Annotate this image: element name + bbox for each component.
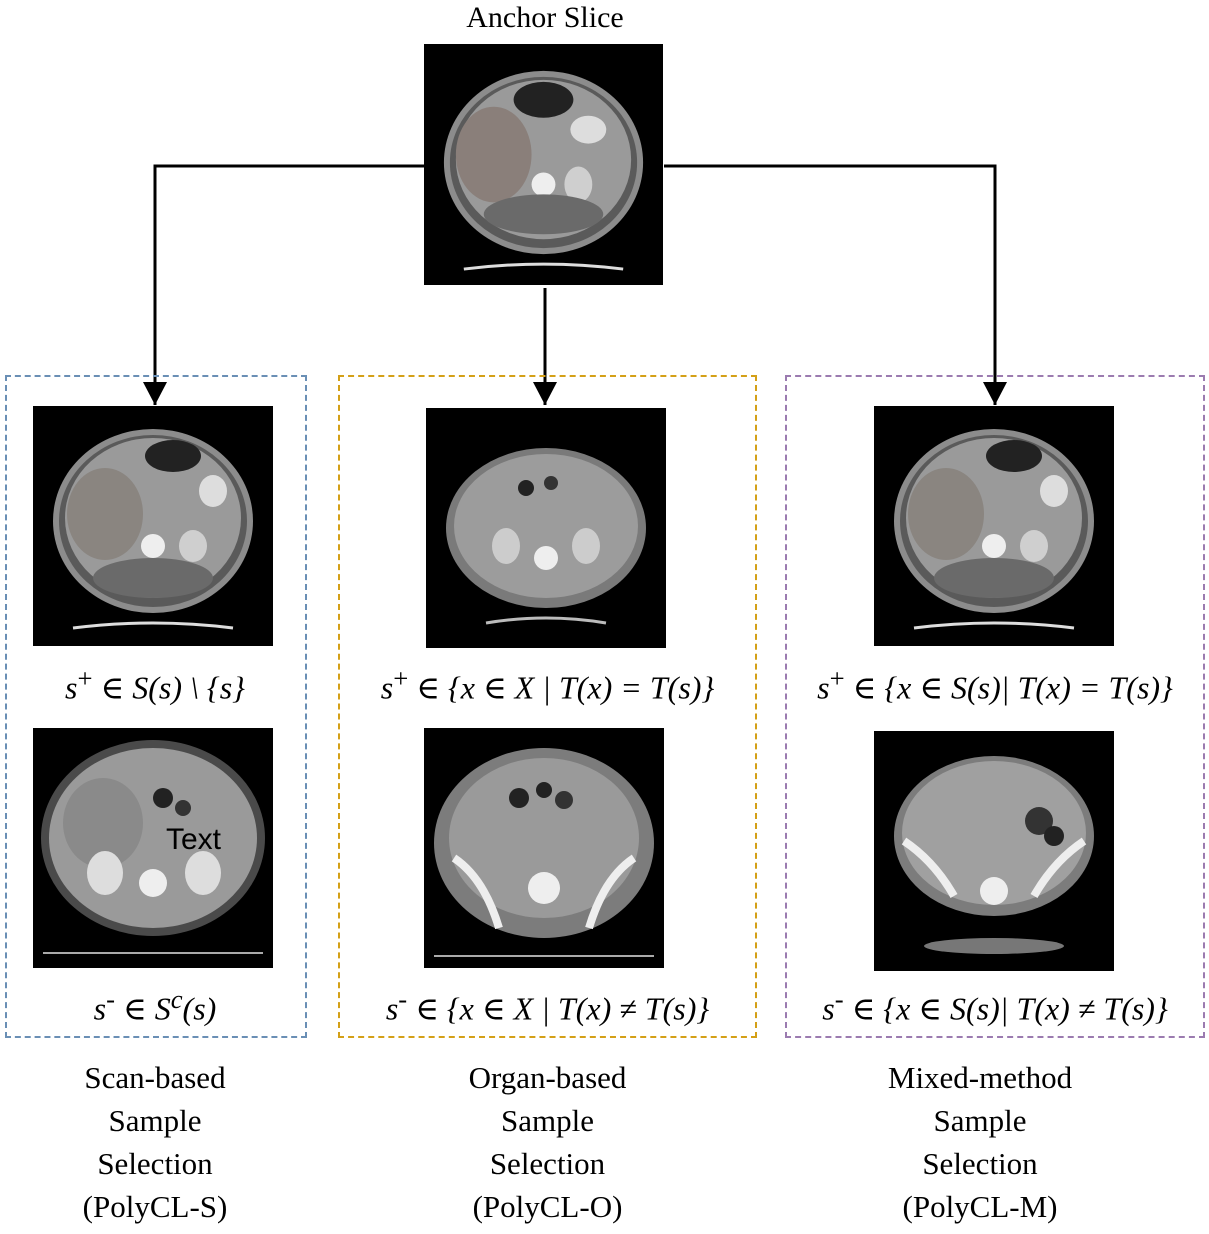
- organ-positive-formula: s+ ∈ {x ∈ X | T(x) = T(s)}: [380, 663, 715, 706]
- mixed-method-box: [785, 375, 1205, 1038]
- scan-positive-ct-image: [33, 406, 273, 646]
- arrow-right: [664, 164, 997, 405]
- scan-based-box: [5, 375, 307, 1038]
- scan-positive-formula: s+ ∈ S(s) \ {s}: [65, 663, 245, 706]
- organ-positive-ct-image: [426, 408, 666, 648]
- scan-negative-ct-image: [33, 728, 273, 968]
- arrowhead-left: [143, 382, 167, 405]
- organ-negative-ct-image: [424, 728, 664, 968]
- mixed-method-caption: Mixed-method Sample Selection (PolyCL-M): [887, 1060, 1073, 1224]
- arrow-left: [153, 164, 424, 405]
- arrowhead-center: [533, 382, 557, 405]
- organ-based-box: [338, 375, 757, 1038]
- mixed-negative-formula: s- ∈ {x ∈ S(s)| T(x) ≠ T(s)}: [822, 984, 1168, 1027]
- mixed-positive-formula: s+ ∈ {x ∈ S(s)| T(x) = T(s)}: [817, 663, 1173, 706]
- organ-based-caption: Organ-based Sample Selection (PolyCL-O): [468, 1060, 627, 1224]
- scan-negative-formula: s- ∈ Sc(s): [93, 984, 217, 1027]
- mixed-positive-ct-image: [874, 406, 1114, 646]
- text-overlay-label: Text: [166, 823, 222, 856]
- arrowhead-right: [983, 382, 1007, 405]
- anchor-slice-title: Anchor Slice: [466, 1, 624, 34]
- anchor-ct-image: [424, 44, 663, 285]
- mixed-negative-ct-image: [874, 731, 1114, 971]
- organ-negative-formula: s- ∈ {x ∈ X | T(x) ≠ T(s)}: [385, 984, 710, 1027]
- scan-based-caption: Scan-based Sample Selection (PolyCL-S): [82, 1060, 228, 1224]
